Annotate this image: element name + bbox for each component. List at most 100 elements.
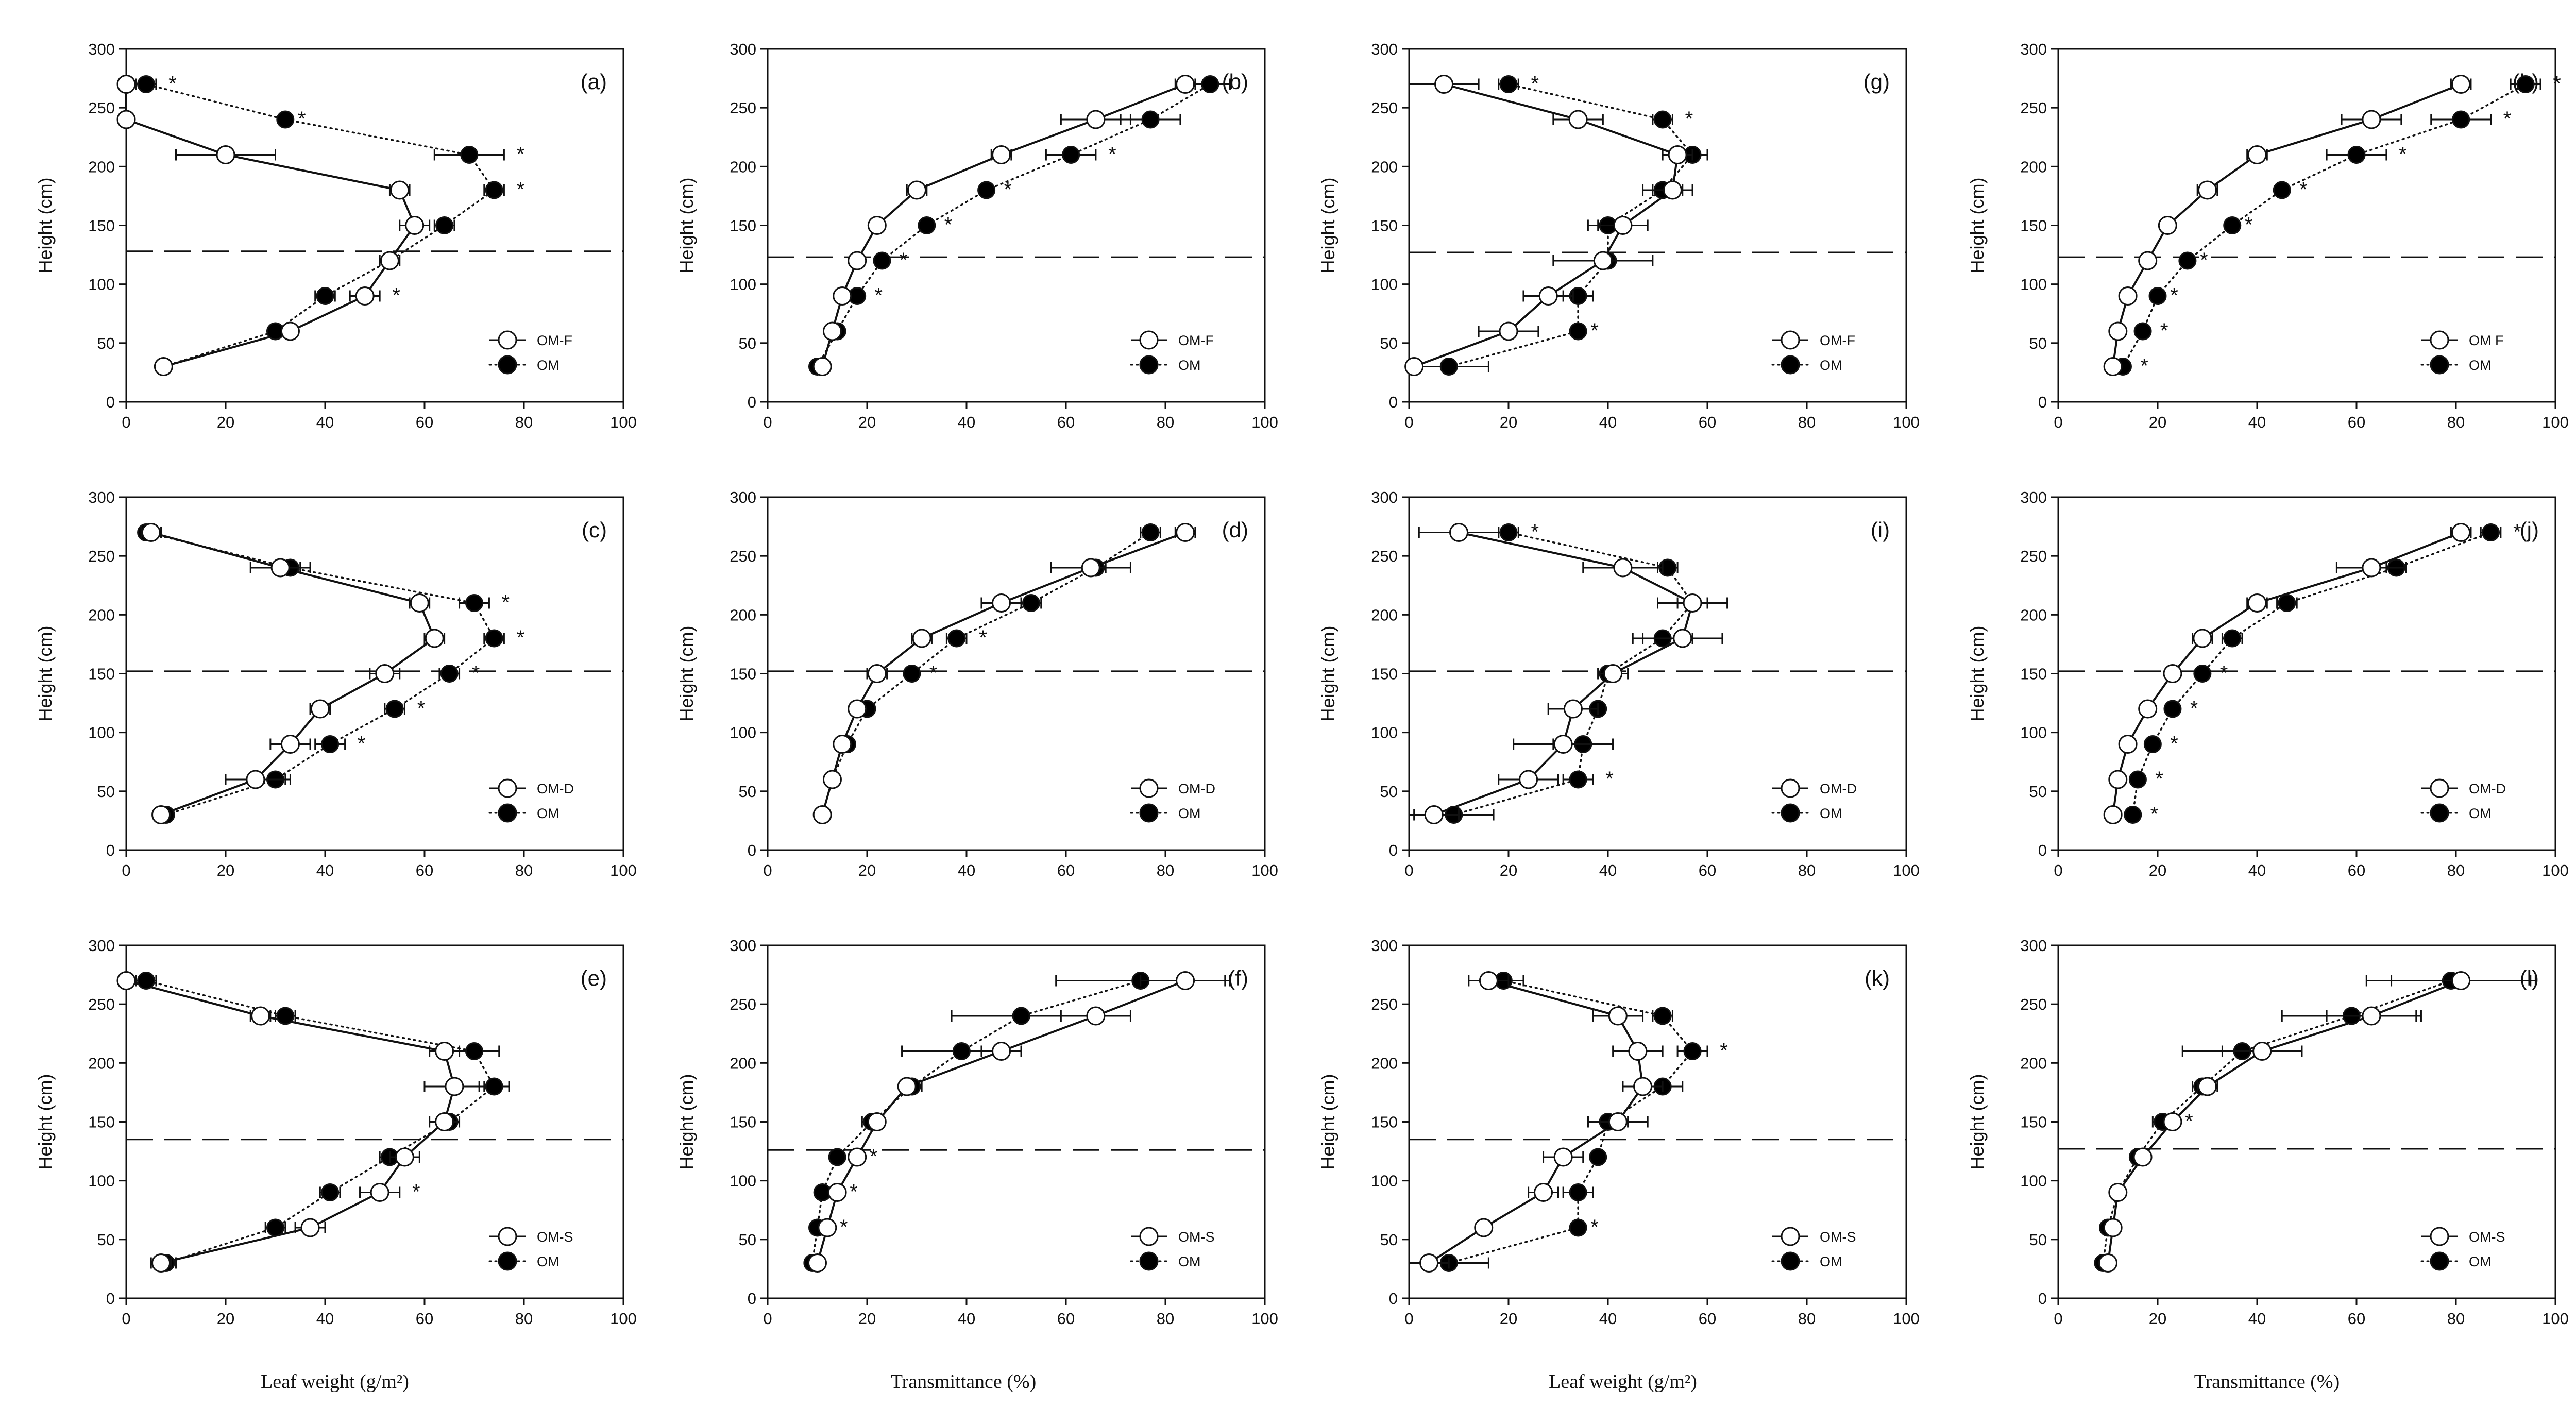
data-point-treatment	[1613, 216, 1633, 235]
y-tick-label: 150	[2020, 1113, 2047, 1131]
x-tick-label: 0	[763, 413, 772, 431]
data-point-treatment	[2163, 1112, 2182, 1131]
x-axis-label-transmittance-1: Transmittance (%)	[890, 1371, 1037, 1393]
significance-marker: *	[929, 662, 938, 685]
y-tick-label: 300	[1371, 488, 1398, 506]
panel-label: (j)	[2520, 518, 2539, 542]
data-point-om	[2178, 251, 2197, 270]
data-point-om	[1022, 594, 1040, 612]
x-tick-label: 80	[515, 1310, 533, 1328]
data-point-treatment	[907, 180, 926, 200]
legend-marker	[498, 1227, 517, 1246]
plot-frame	[125, 48, 624, 403]
significance-marker: *	[2399, 143, 2407, 166]
y-tick-label: 250	[1371, 995, 1398, 1013]
legend-marker	[498, 355, 517, 375]
x-tick-label: 0	[2054, 413, 2062, 431]
data-point-treatment	[2158, 216, 2177, 235]
significance-marker: *	[2245, 214, 2253, 236]
data-point-treatment	[151, 1253, 171, 1273]
data-point-treatment	[867, 664, 887, 683]
legend-label: OM	[1178, 806, 1201, 821]
legend-marker	[1139, 778, 1159, 798]
data-point-treatment	[848, 1147, 867, 1167]
chart-panel-j: 0 20 40 60 80 100 0 50 100 150 200 250 300 Height (cm…	[1967, 488, 2569, 879]
legend-marker	[1781, 778, 1800, 798]
data-point-om	[2128, 770, 2147, 789]
x-tick-label: 0	[122, 413, 130, 431]
significance-marker: *	[2200, 249, 2208, 272]
y-axis-label: Height (cm)	[1317, 625, 1338, 721]
data-point-treatment	[1563, 699, 1583, 719]
data-point-treatment	[2451, 971, 2471, 990]
data-point-treatment	[1419, 1253, 1439, 1273]
data-point-treatment	[992, 145, 1011, 164]
y-tick-label: 200	[1371, 158, 1398, 176]
y-tick-label: 200	[88, 606, 115, 624]
data-point-treatment	[992, 1042, 1011, 1061]
data-point-om	[2273, 181, 2291, 199]
data-point-om	[266, 1218, 284, 1237]
significance-marker: *	[2553, 73, 2561, 95]
x-tick-label: 100	[1893, 413, 1920, 431]
significance-marker: *	[502, 591, 510, 614]
x-tick-label: 20	[858, 1310, 876, 1328]
x-tick-label: 40	[958, 1310, 975, 1328]
legend-marker	[498, 1251, 517, 1271]
significance-marker: *	[2140, 355, 2148, 378]
data-point-treatment	[2451, 523, 2471, 542]
data-point-om	[2148, 287, 2167, 305]
x-tick-label: 80	[1798, 413, 1816, 431]
legend-marker	[1139, 1251, 1159, 1271]
data-point-om	[1589, 1148, 1607, 1166]
y-tick-label: 50	[739, 334, 756, 352]
plot-frame	[2057, 496, 2556, 851]
x-tick-label: 80	[1798, 861, 1816, 879]
y-tick-label: 0	[1389, 393, 1398, 411]
chart-panel-a: 0 20 40 60 80 100 0 50 100 150 200 250 300 Height (cm…	[35, 40, 637, 431]
data-point-treatment	[1086, 1006, 1106, 1026]
data-point-treatment	[1499, 321, 1518, 341]
data-point-om	[1201, 75, 1219, 93]
legend-marker	[2430, 1251, 2449, 1271]
data-point-treatment	[151, 805, 171, 824]
data-point-treatment	[1534, 1183, 1553, 1202]
x-tick-label: 20	[2149, 861, 2166, 879]
data-point-om	[2278, 594, 2296, 612]
chart-panel-e: 0 20 40 60 80 100 0 50 100 150 200 250 300 Height (cm…	[35, 937, 637, 1328]
data-point-treatment	[1404, 357, 1424, 376]
legend-label: OM	[1820, 358, 1842, 373]
data-point-treatment	[116, 971, 136, 990]
x-tick-label: 40	[316, 861, 334, 879]
y-tick-label: 150	[1371, 217, 1398, 235]
legend-marker	[1139, 1227, 1159, 1246]
x-tick-label: 100	[610, 1310, 637, 1328]
x-tick-label: 100	[1251, 1310, 1278, 1328]
y-tick-label: 0	[106, 393, 115, 411]
data-point-treatment	[1663, 180, 1682, 200]
y-axis-label: Height (cm)	[676, 625, 697, 721]
chart-panel-b: 0 20 40 60 80 100 0 50 100 150 200 250 300 Height (cm…	[676, 40, 1278, 431]
y-tick-label: 0	[106, 1290, 115, 1308]
significance-marker: *	[168, 73, 177, 95]
data-point-treatment	[2108, 321, 2128, 341]
legend-label: OM-D	[537, 781, 574, 796]
y-tick-label: 0	[2038, 1290, 2047, 1308]
data-point-treatment	[2193, 629, 2212, 648]
panel-label: (b)	[1222, 70, 1248, 94]
series-line-treatment	[1433, 531, 1694, 816]
x-tick-label: 80	[1157, 1310, 1174, 1328]
significance-marker: *	[2299, 178, 2308, 201]
data-point-treatment	[2138, 699, 2158, 719]
data-point-treatment	[380, 251, 399, 270]
data-point-treatment	[395, 1147, 414, 1167]
data-point-om	[1569, 1218, 1587, 1237]
legend-label: OM	[537, 1254, 560, 1269]
x-tick-label: 80	[515, 413, 533, 431]
x-axis-label-leaf-weight-1: Leaf weight (g/m²)	[261, 1371, 409, 1393]
x-tick-label: 0	[1404, 1310, 1413, 1328]
x-tick-label: 100	[2542, 1310, 2569, 1328]
data-point-treatment	[1176, 75, 1195, 94]
legend-label: OM	[2469, 358, 2492, 373]
legend-label: OM-F	[537, 333, 572, 348]
